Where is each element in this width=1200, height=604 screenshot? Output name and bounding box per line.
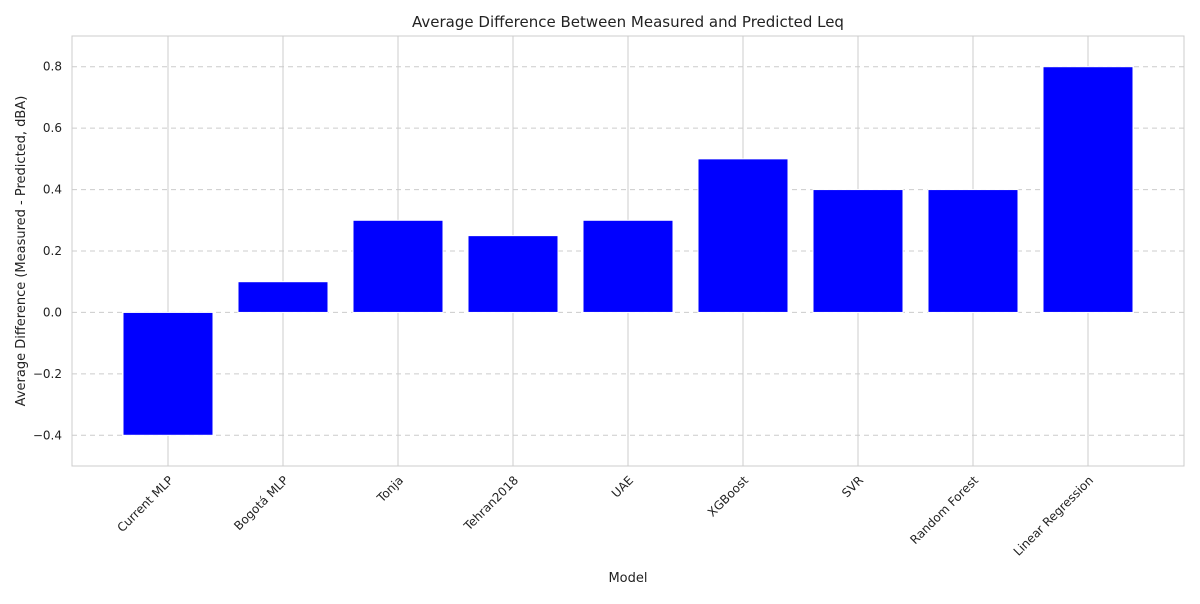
y-tick-label: 0.2 — [43, 244, 62, 258]
x-tick-label: Random Forest — [907, 473, 981, 547]
bar — [927, 189, 1019, 313]
bar — [122, 311, 214, 436]
x-tick-label: Tonja — [374, 473, 406, 505]
bar — [812, 189, 904, 313]
y-tick-label: −0.2 — [33, 367, 62, 381]
bar — [582, 219, 674, 313]
y-axis-label: Average Difference (Measured - Predicted… — [14, 96, 29, 407]
y-tick-labels: −0.4 −0.2 0.0 0.2 0.4 0.6 0.8 — [33, 60, 62, 443]
x-tick-label: SVR — [839, 473, 866, 500]
x-tick-label: Bogotá MLP — [231, 473, 291, 533]
y-tick-label: −0.4 — [33, 428, 62, 442]
bar — [352, 219, 444, 313]
x-tick-label: XGBoost — [705, 473, 751, 519]
y-tick-label: 0.0 — [43, 305, 62, 319]
bar — [697, 158, 789, 313]
x-tick-label: Linear Regression — [1011, 473, 1096, 558]
y-tick-label: 0.6 — [43, 121, 62, 135]
bar-layer — [122, 66, 1134, 436]
x-tick-label: Current MLP — [114, 473, 176, 535]
x-tick-label: UAE — [609, 473, 636, 500]
y-tick-label: 0.4 — [43, 183, 62, 197]
y-tick-label: 0.8 — [43, 60, 62, 74]
bar — [1042, 66, 1134, 313]
plot-frame — [71, 35, 1185, 467]
bar — [237, 281, 329, 313]
bar — [467, 235, 559, 313]
x-tick-label: Tehran2018 — [461, 473, 522, 534]
x-axis-label: Model — [608, 571, 647, 586]
chart-title: Average Difference Between Measured and … — [412, 13, 844, 31]
x-tick-labels: Current MLP Bogotá MLP Tonja Tehran2018 UAE X… — [114, 473, 1096, 559]
